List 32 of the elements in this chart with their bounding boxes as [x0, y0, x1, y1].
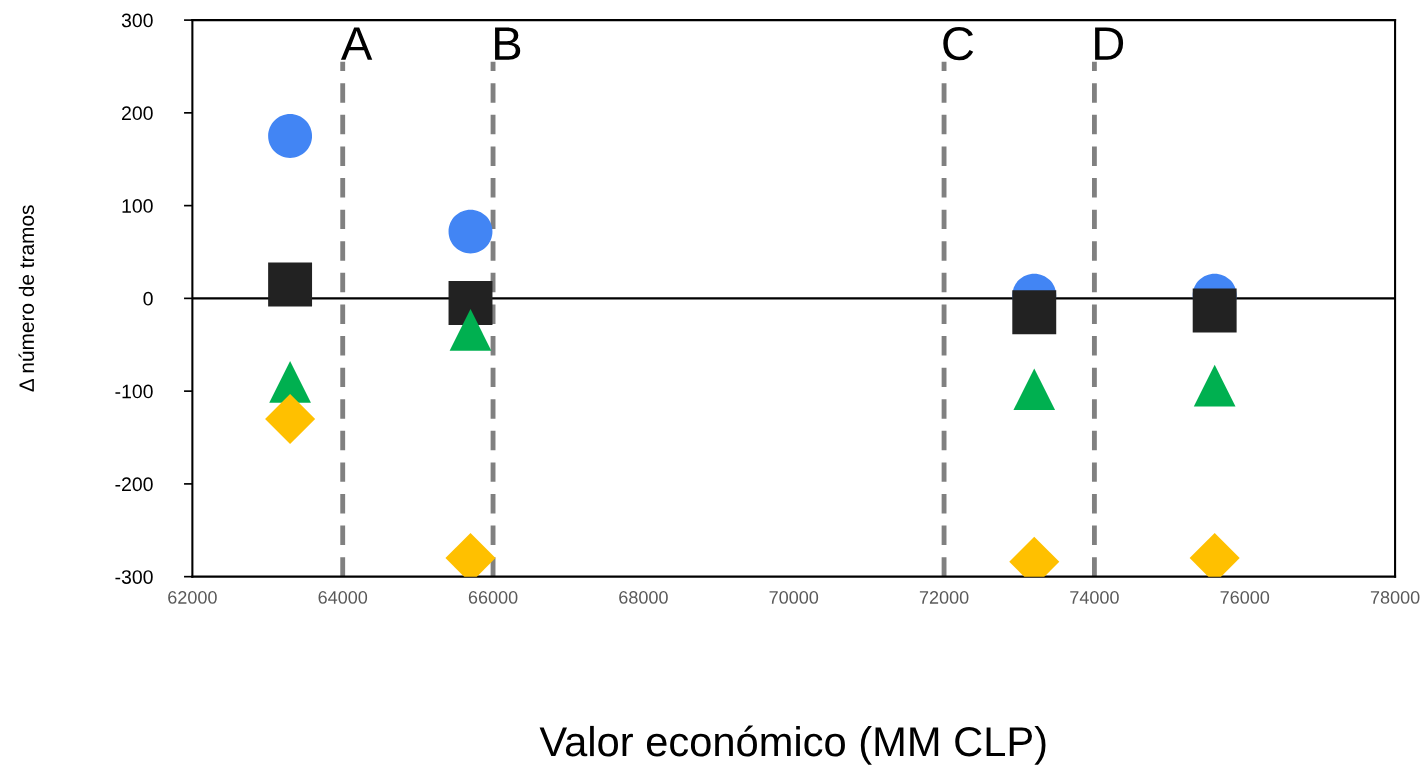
- y-tick-label: -100: [115, 384, 153, 399]
- point: [449, 309, 492, 351]
- point: [268, 262, 313, 307]
- ref-line-label: C: [943, 26, 974, 61]
- ref-line-label: B: [495, 27, 521, 60]
- point: [1192, 288, 1237, 333]
- ref-line-label: D: [1095, 27, 1124, 60]
- x-axis-title: Valor económico (MM CLP): [539, 725, 1046, 765]
- point: [1012, 290, 1057, 335]
- point: [448, 281, 493, 325]
- y-tick-label: -300: [115, 570, 153, 584]
- x-tick-label: 66000: [468, 591, 518, 604]
- x-tick-label: 72000: [919, 591, 969, 604]
- point: [448, 209, 493, 254]
- point: [268, 114, 313, 159]
- y-tick-label: 200: [122, 106, 153, 121]
- x-tick-label: 70000: [769, 591, 819, 604]
- x-tick-label: 64000: [318, 591, 368, 604]
- y-tick-label: 300: [121, 13, 153, 28]
- y-axis-title: Δ número de tramos: [18, 205, 35, 392]
- x-tick-label: 76000: [1220, 591, 1270, 604]
- x-tick-label: 68000: [619, 591, 668, 604]
- x-tick-label: 74000: [1070, 591, 1119, 604]
- point: [1013, 368, 1056, 411]
- point: [265, 393, 316, 445]
- x-tick-label: 78000: [1370, 591, 1420, 604]
- x-tick-label: 62000: [168, 591, 217, 604]
- ref-line-label: A: [340, 27, 373, 60]
- point: [1193, 364, 1236, 407]
- y-tick-label: 0: [143, 291, 153, 306]
- y-tick-label: -200: [115, 477, 153, 492]
- y-tick-label: 100: [122, 199, 153, 213]
